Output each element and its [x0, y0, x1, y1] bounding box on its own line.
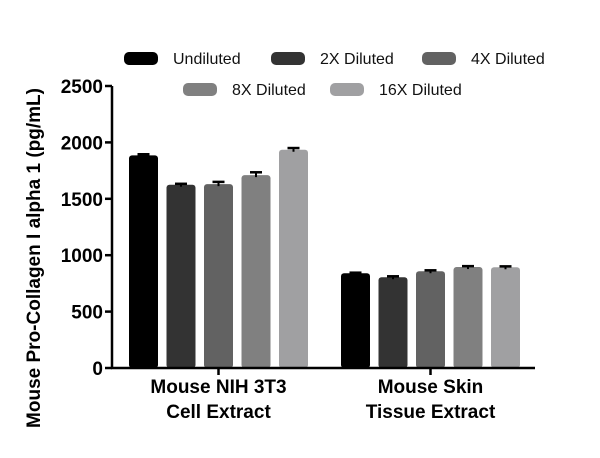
x-axis: Mouse NIH 3T3 Cell Extract Mouse Skin Tissu…: [111, 366, 535, 423]
bar: [416, 271, 445, 368]
legend-swatch: [124, 52, 158, 65]
y-tick-label: 0: [92, 359, 103, 380]
bar: [453, 267, 483, 368]
legend-swatch: [422, 52, 456, 65]
x-category-label: Mouse Skin: [378, 377, 484, 398]
legend-label: 8X Diluted: [232, 82, 306, 99]
bar: [129, 155, 158, 368]
legend-swatch: [183, 83, 217, 96]
x-category-label: Cell Extract: [166, 402, 271, 423]
y-tick-label: 2500: [61, 77, 103, 98]
x-category-label: Tissue Extract: [366, 402, 496, 423]
legend-label: 2X Diluted: [320, 51, 394, 68]
bar: [491, 267, 520, 368]
y-tick-label: 1000: [61, 246, 103, 267]
legend-swatch: [330, 83, 364, 96]
legend: Undiluted 2X Diluted 4X Diluted 8X Diluted 1…: [124, 51, 545, 99]
bar: [341, 273, 370, 368]
legend-label: Undiluted: [173, 51, 241, 68]
bar: [279, 149, 308, 368]
y-tick-label: 2000: [61, 133, 103, 154]
bar: [378, 277, 408, 368]
legend-swatch: [271, 52, 305, 65]
bar: [166, 184, 196, 368]
x-category-label: Mouse NIH 3T3: [150, 377, 286, 398]
bar: [204, 184, 233, 368]
y-tick-label: 1500: [61, 190, 103, 211]
legend-label: 16X Diluted: [379, 82, 462, 99]
y-tick-label: 500: [71, 303, 103, 324]
legend-label: 4X Diluted: [471, 51, 545, 68]
bars: [129, 146, 520, 368]
y-axis-label: Mouse Pro-Collagen I alpha 1 (pg/mL): [24, 88, 45, 428]
bar: [241, 175, 271, 368]
y-axis: 0 500 1000 1500 2000 2500: [61, 77, 114, 380]
